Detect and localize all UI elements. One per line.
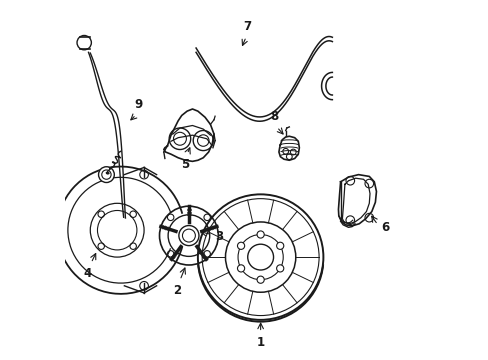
- Circle shape: [237, 265, 244, 272]
- Text: 2: 2: [173, 284, 181, 297]
- Circle shape: [237, 242, 244, 249]
- Circle shape: [257, 231, 264, 238]
- Circle shape: [276, 265, 283, 272]
- Circle shape: [257, 276, 264, 283]
- Text: 6: 6: [381, 221, 389, 234]
- Text: 4: 4: [83, 267, 91, 280]
- Text: 7: 7: [243, 20, 251, 33]
- Circle shape: [247, 244, 273, 270]
- Text: 3: 3: [215, 230, 223, 243]
- Text: 5: 5: [181, 158, 189, 171]
- Text: 9: 9: [134, 98, 142, 111]
- Circle shape: [179, 226, 199, 246]
- Circle shape: [276, 242, 283, 249]
- Text: 1: 1: [256, 336, 264, 349]
- Circle shape: [99, 167, 114, 183]
- Circle shape: [77, 36, 91, 50]
- Text: 8: 8: [269, 110, 278, 123]
